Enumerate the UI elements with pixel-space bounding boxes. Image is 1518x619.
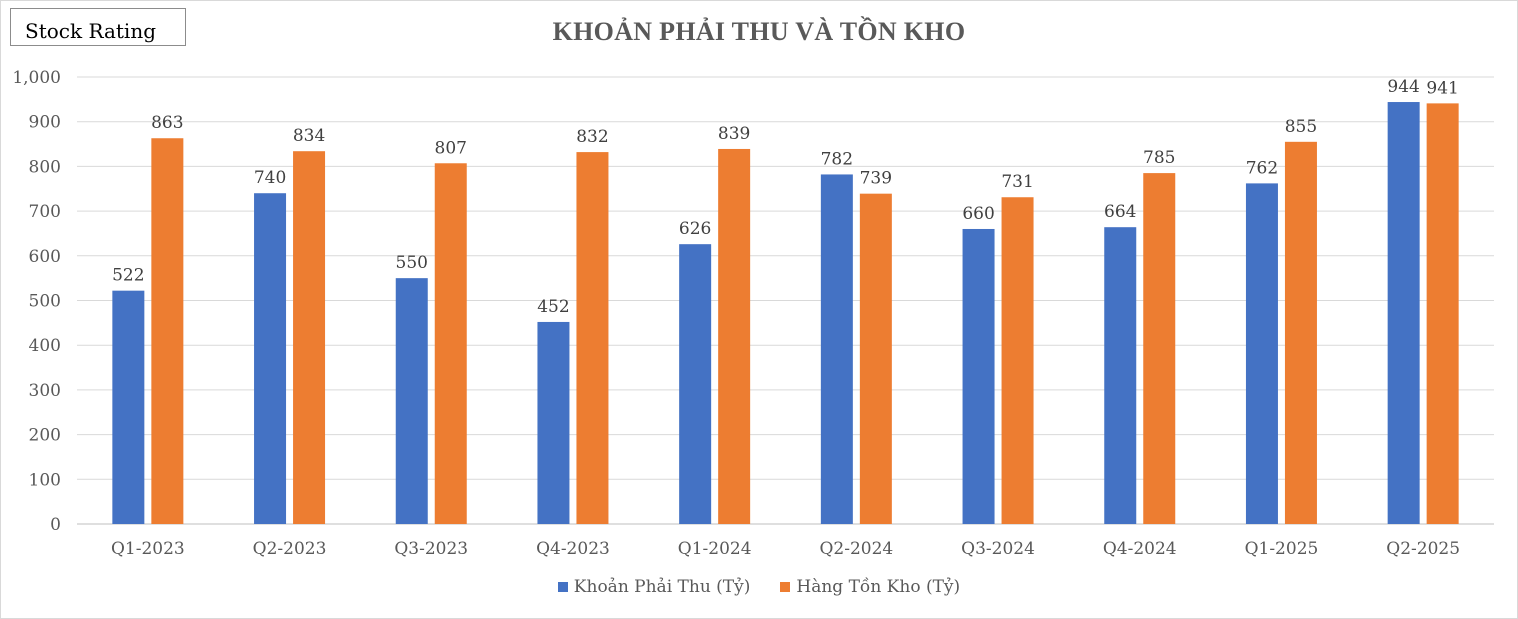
data-label-receivables: 740 (254, 168, 286, 188)
legend-item-inventory: Hàng Tồn Kho (Tỷ) (780, 577, 960, 597)
bar-inventory (434, 163, 467, 524)
x-category-label: Q1-2023 (111, 539, 185, 559)
bar-inventory (1001, 197, 1034, 525)
data-label-inventory: 731 (1001, 172, 1033, 192)
bar-inventory (1143, 173, 1176, 525)
bar-inventory (293, 151, 326, 524)
data-label-inventory: 863 (151, 113, 183, 133)
y-tick-label: 0 (50, 515, 61, 535)
bar-inventory (718, 148, 751, 525)
data-label-receivables: 782 (821, 149, 853, 169)
data-label-inventory: 941 (1426, 78, 1458, 98)
y-tick-label: 200 (29, 426, 61, 446)
x-category-label: Q3-2023 (394, 539, 468, 559)
x-category-label: Q3-2024 (961, 539, 1035, 559)
bar-receivables (962, 228, 995, 525)
bar-inventory (576, 152, 609, 524)
bar-receivables (537, 321, 570, 524)
x-category-label: Q1-2024 (678, 539, 752, 559)
data-label-inventory: 807 (435, 138, 467, 158)
data-label-inventory: 834 (293, 126, 325, 146)
chart-title: KHOẢN PHẢI THU VÀ TỒN KHO (552, 17, 966, 46)
bar-receivables (679, 244, 712, 525)
y-tick-label: 800 (29, 157, 61, 177)
y-tick-label: 400 (29, 336, 61, 356)
bar-receivables (395, 278, 428, 524)
x-category-label: Q2-2024 (819, 539, 893, 559)
bar-inventory (1426, 103, 1459, 525)
y-tick-label: 500 (29, 292, 61, 312)
data-label-receivables: 452 (537, 297, 569, 317)
legend-item-receivables: Khoản Phải Thu (Tỷ) (557, 577, 751, 597)
data-label-receivables: 522 (112, 266, 144, 286)
legend-label-inventory: Hàng Tồn Kho (Tỷ) (796, 577, 961, 597)
legend-swatch-inventory (780, 582, 791, 592)
chart-legend: Khoản Phải Thu (Tỷ) Hàng Tồn Kho (Tỷ) (0, 577, 1518, 597)
y-tick-label: 100 (29, 470, 61, 490)
bar-receivables (1104, 227, 1137, 524)
data-label-inventory: 855 (1285, 117, 1317, 137)
data-label-receivables: 664 (1104, 202, 1136, 222)
bar-inventory (151, 138, 184, 524)
bar-receivables (1387, 102, 1420, 525)
data-label-receivables: 550 (396, 253, 428, 273)
legend-label-receivables: Khoản Phải Thu (Tỷ) (573, 577, 751, 597)
data-label-receivables: 660 (962, 204, 994, 224)
bar-inventory (859, 193, 892, 525)
y-tick-label: 900 (29, 113, 61, 133)
data-label-receivables: 626 (679, 219, 711, 239)
legend-swatch-receivables (557, 582, 568, 592)
data-label-inventory: 832 (576, 127, 608, 147)
y-tick-label: 700 (29, 202, 61, 222)
x-category-label: Q2-2023 (253, 539, 327, 559)
x-category-label: Q2-2025 (1386, 539, 1460, 559)
x-category-label: Q4-2024 (1103, 539, 1177, 559)
bar-receivables (112, 290, 145, 524)
data-label-receivables: 762 (1246, 158, 1278, 178)
data-label-inventory: 739 (860, 169, 892, 189)
y-tick-label: 600 (29, 247, 61, 267)
data-label-inventory: 839 (718, 124, 750, 144)
x-category-label: Q1-2025 (1245, 539, 1319, 559)
data-label-receivables: 944 (1387, 77, 1419, 97)
bar-receivables (254, 193, 287, 524)
y-tick-label: 1,000 (12, 68, 61, 88)
bar-inventory (1284, 141, 1317, 524)
data-label-inventory: 785 (1143, 148, 1175, 168)
stock-rating-box: Stock Rating (10, 8, 186, 46)
x-category-label: Q4-2023 (536, 539, 610, 559)
bar-receivables (1245, 183, 1278, 525)
bar-receivables (820, 174, 853, 525)
y-tick-label: 300 (29, 381, 61, 401)
